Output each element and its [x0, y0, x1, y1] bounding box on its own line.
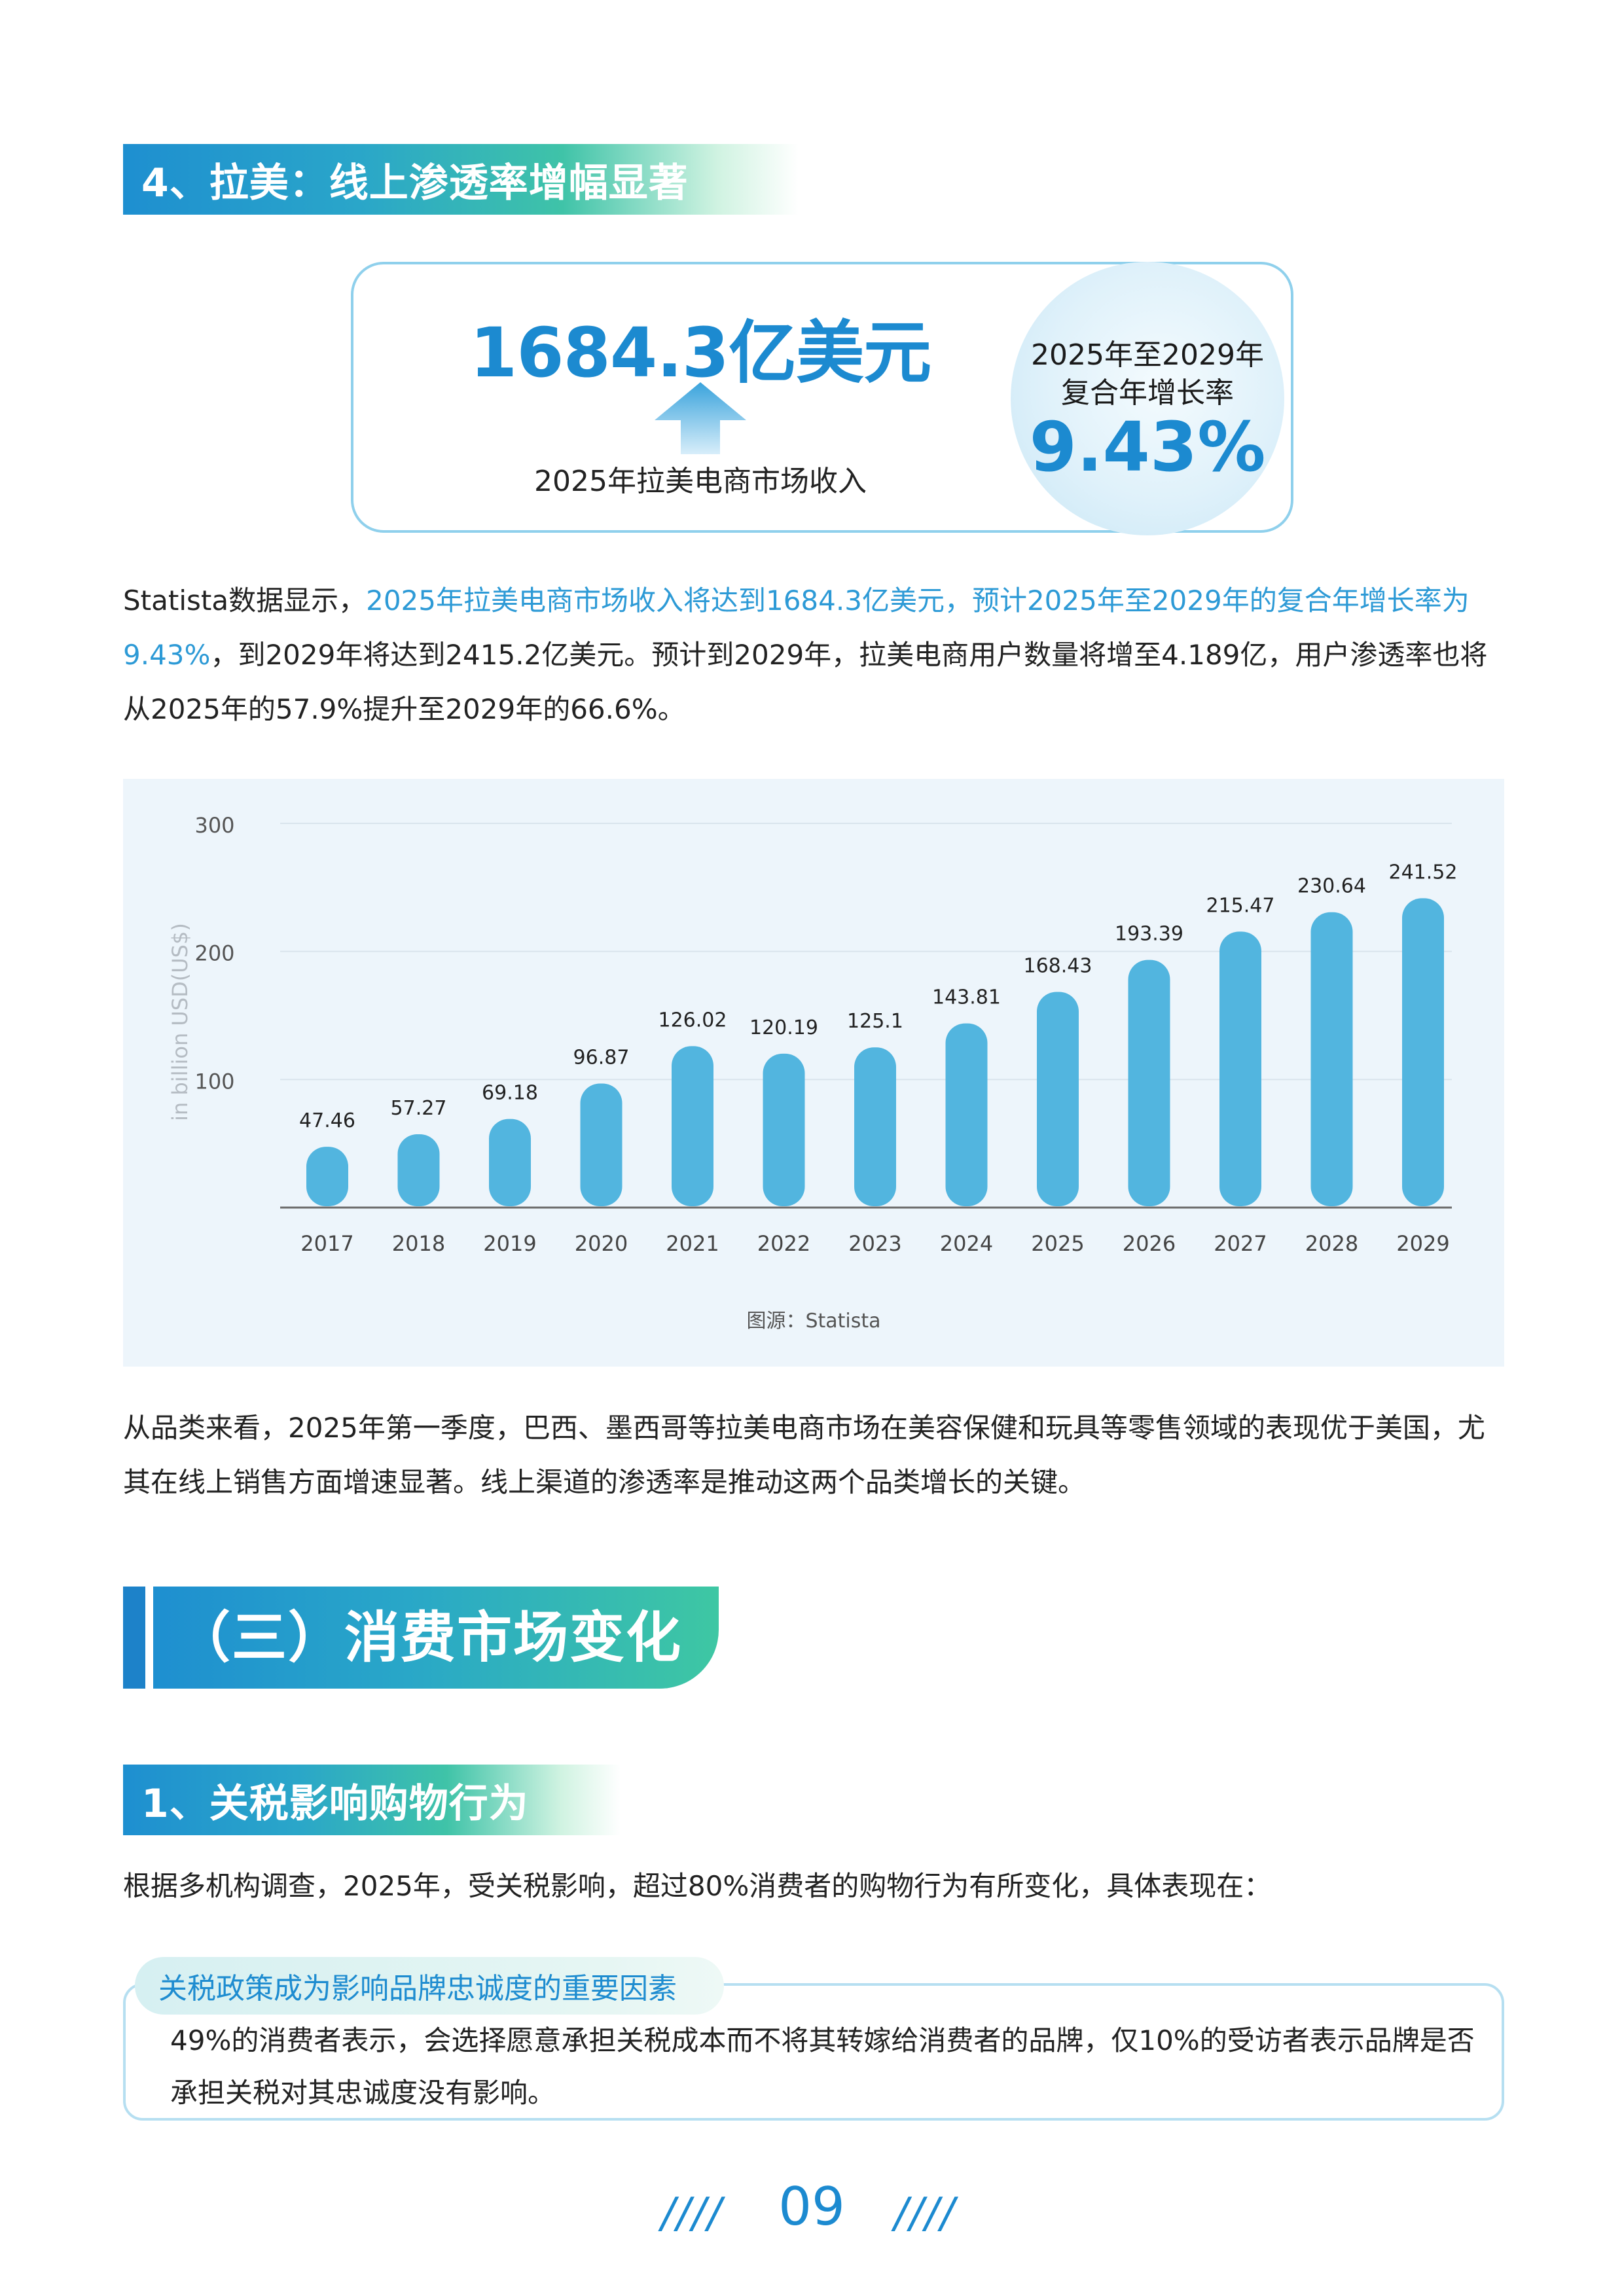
data-label-2024: 143.81	[932, 986, 1001, 1009]
x-tick-label-2020: 2020	[575, 1231, 628, 1256]
paragraph-statista-prefix: Statista数据显示，	[123, 584, 367, 617]
bar-2028	[1310, 912, 1353, 1206]
tariff-tag: 关税政策成为影响品牌忠诚度的重要因素	[135, 1957, 724, 2015]
data-label-2021: 126.02	[659, 1009, 727, 1031]
data-label-2027: 215.47	[1206, 894, 1275, 917]
section-heading-tariff: 1、关税影响购物行为	[123, 1765, 621, 1835]
paragraph-statista-suffix: ，到2029年将达到2415.2亿美元。预计到2029年，拉美电商用户数量将增至…	[123, 639, 1488, 725]
bar-2017	[306, 1147, 348, 1206]
page-footer: //// 09 ////	[0, 2176, 1624, 2255]
section-heading-consumer: （三）消费市场变化	[123, 1587, 719, 1689]
data-label-2019: 69.18	[482, 1082, 538, 1105]
chart-container: 100 200 300 in billion USD(US$) 47.46 2017 57.…	[123, 779, 1504, 1367]
bar-2019	[489, 1119, 531, 1206]
x-tick-label-2029: 2029	[1396, 1231, 1449, 1256]
footer-right-deco: ////	[894, 2189, 956, 2238]
data-label-2028: 230.64	[1297, 875, 1366, 898]
footer-left-deco: ////	[661, 2189, 723, 2238]
cagr-line1: 2025年至2029年	[1031, 338, 1264, 372]
section-heading-latam: 4、拉美：线上渗透率增幅显著	[123, 144, 799, 215]
data-label-2023: 125.1	[847, 1010, 903, 1033]
paragraph-category: 从品类来看，2025年第一季度，巴西、墨西哥等拉美电商市场在美容保健和玩具等零售…	[123, 1412, 1485, 1498]
x-tick-label-2028: 2028	[1305, 1231, 1358, 1256]
bar-2023	[854, 1047, 896, 1206]
bar-2022	[763, 1053, 805, 1206]
section-heading-tariff-text: 1、关税影响购物行为	[141, 1780, 529, 1827]
bar-2026	[1128, 960, 1170, 1206]
x-tick-label-2019: 2019	[483, 1231, 536, 1256]
cagr-line2: 复合年增长率	[1061, 376, 1234, 410]
x-tick-label-2018: 2018	[392, 1231, 445, 1256]
bar-chart: 100 200 300 in billion USD(US$) 47.46 2017 57.…	[168, 813, 1458, 1333]
x-tick-label-2022: 2022	[757, 1231, 810, 1256]
data-label-2017: 47.46	[299, 1109, 355, 1132]
x-tick-label-2027: 2027	[1214, 1231, 1267, 1256]
paragraph-statista: Statista数据显示，2025年拉美电商市场收入将达到1684.3亿美元，预…	[123, 573, 1504, 736]
y-tick-label-300: 300	[194, 813, 234, 838]
paragraph-statista-highlight: 2025年拉美电商市场收入将达到1684.3亿美元，预计2025年至2029年的…	[123, 584, 1470, 671]
paragraph-survey: 根据多机构调查，2025年，受关税影响，超过80%消费者的购物行为有所变化，具体…	[123, 1870, 1272, 1902]
bar-2024	[945, 1023, 988, 1206]
data-label-2020: 96.87	[573, 1046, 630, 1069]
chart-source: 图源：Statista	[746, 1310, 880, 1333]
x-tick-label-2026: 2026	[1123, 1231, 1176, 1256]
heading-band	[153, 1587, 719, 1689]
tariff-box	[123, 1983, 1504, 2121]
section-heading-latam-text: 4、拉美：线上渗透率增幅显著	[141, 160, 689, 206]
cagr-value: 9.43%	[1029, 407, 1266, 487]
page-number: 09	[778, 2176, 845, 2237]
tariff-tag-text: 关税政策成为影响品牌忠诚度的重要因素	[158, 1972, 677, 2005]
data-label-2025: 168.43	[1024, 954, 1092, 977]
data-label-2018: 57.27	[391, 1097, 447, 1120]
section-heading-consumer-text: （三）消费市场变化	[175, 1605, 683, 1670]
bar-2025	[1037, 992, 1079, 1206]
bar-2020	[580, 1083, 623, 1206]
heading-stripe	[123, 1587, 145, 1689]
tariff-box-text: 49%的消费者表示，会选择愿意承担关税成本而不将其转嫁给消费者的品牌，仅10%的…	[170, 2024, 1475, 2109]
x-tick-label-2023: 2023	[848, 1231, 901, 1256]
revenue-label: 2025年拉美电商市场收入	[534, 465, 867, 498]
revenue-value: 1684.3亿美元	[469, 313, 931, 393]
data-label-2022: 120.19	[749, 1016, 818, 1039]
up-arrow-icon	[655, 382, 746, 454]
x-tick-label-2021: 2021	[666, 1231, 719, 1256]
data-label-2026: 193.39	[1115, 923, 1183, 946]
bar-2027	[1219, 931, 1261, 1206]
bar-2018	[397, 1134, 440, 1206]
x-tick-label-2024: 2024	[940, 1231, 993, 1256]
x-tick-label-2025: 2025	[1031, 1231, 1084, 1256]
y-tick-label-100: 100	[194, 1069, 234, 1094]
y-tick-label-200: 200	[194, 941, 234, 966]
y-axis-label: in billion USD(US$)	[168, 923, 192, 1121]
data-label-2029: 241.52	[1389, 861, 1458, 884]
x-tick-label-2017: 2017	[300, 1231, 353, 1256]
cagr-circle: 2025年至2029年 复合年增长率 9.43%	[1011, 262, 1284, 535]
bar-2021	[672, 1046, 713, 1206]
bar-2029	[1402, 898, 1444, 1206]
